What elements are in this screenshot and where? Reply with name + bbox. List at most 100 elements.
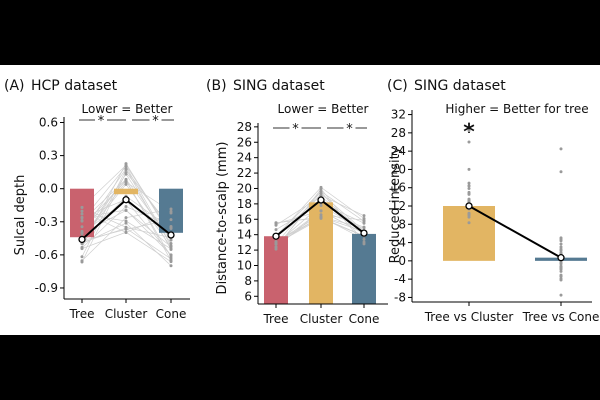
panel-a-label: (A) [4,78,25,94]
y-tick-label: -4 [394,272,406,286]
mean-marker [167,231,175,239]
y-tick-label: -0.9 [35,281,58,295]
panel-c-label: (C) [387,78,408,94]
y-tick-label: 22 [237,166,252,180]
bar-cluster [114,188,138,195]
data-point [319,192,323,196]
data-point [80,232,84,236]
y-tick-label: 0.0 [39,182,58,196]
panel-a-dots [80,162,173,268]
x-tick-label: Cone [156,307,187,321]
data-point [559,273,563,277]
data-point [467,181,471,185]
chart-svg: (A) HCP dataset Sulcal depth Lower = Bet… [4,78,599,326]
data-point [80,212,84,216]
mean-marker [465,202,473,210]
data-point [169,259,173,263]
data-point [80,206,84,210]
panel-c-mean-line [465,202,565,262]
data-point [80,209,84,213]
panel-a-mean-line [78,196,175,244]
data-point [169,207,173,211]
y-tick-label: 10 [237,258,252,272]
data-point [559,266,563,270]
data-point [559,170,563,174]
y-tick-label: 16 [391,181,406,195]
panel-a-annotation: Lower = Better [82,102,173,116]
data-point [274,228,278,232]
data-point [467,129,471,133]
y-tick-label: 0.3 [39,149,58,163]
y-tick-label: -0.6 [35,248,58,262]
data-point [124,164,128,168]
panel-b: (B) SING dataset Distance-to-scalp (mm) … [206,78,388,326]
panel-c-annotation: Higher = Better for tree [445,102,588,116]
data-point [559,278,563,282]
panel-b-significance: * * [273,122,367,137]
data-point [169,264,173,268]
y-tick-label: 28 [391,126,406,140]
data-point [80,246,84,250]
y-tick-label: 26 [237,135,252,149]
data-point [80,259,84,263]
data-point [559,293,563,297]
panel-a-axes: 0.6 0.3 0.0 -0.3 -0.6 -0.9 Tree Cluster Cone [35,116,190,321]
y-tick-label: 32 [391,108,406,122]
data-point [559,247,563,251]
panel-a-significance: * * [79,114,174,129]
significance-star: * [463,120,475,145]
panel-b-annotation: Lower = Better [278,102,369,116]
data-point [559,236,563,240]
data-point [169,218,173,222]
data-point [124,221,128,225]
panel-b-mean-line [272,196,368,240]
y-tick-label: 12 [391,199,406,213]
data-point [124,216,128,220]
data-point [124,208,128,212]
panel-b-title: SING dataset [233,78,325,94]
y-tick-label: 28 [237,120,252,134]
data-point [169,247,173,251]
data-point [169,224,173,228]
significance-star: * [292,122,299,137]
y-tick-label: 8 [244,274,252,288]
y-tick-label: 6 [244,289,252,303]
data-point [80,225,84,229]
data-point [80,242,84,246]
data-point [80,216,84,220]
data-point [467,221,471,225]
data-point [169,209,173,213]
data-point [559,147,563,151]
data-point [319,185,323,189]
y-tick-label: 0.6 [39,116,58,130]
data-point [467,198,471,202]
panel-c: (C) SING dataset Reduced intensity Highe… [387,78,599,324]
mean-marker [122,196,130,204]
mean-marker [272,232,280,240]
y-tick-label: 16 [237,212,252,226]
mean-marker [317,196,325,204]
data-point [124,162,128,166]
data-point [467,190,471,194]
data-point [274,245,278,249]
data-point [362,214,366,218]
data-point [467,211,471,215]
significance-star: * [152,114,159,129]
data-point [124,170,128,174]
mean-marker [360,229,368,237]
data-point [124,230,128,234]
data-point [319,213,323,217]
y-tick-label: 24 [391,144,406,158]
data-point [467,184,471,188]
panel-a-ylabel: Sulcal depth [13,175,28,256]
data-point [124,226,128,230]
x-tick-label: Tree vs Cone [522,310,600,324]
panel-a-title: HCP dataset [31,78,118,94]
significance-star: * [98,114,105,129]
x-tick-label: Cluster [105,307,148,321]
panel-a: (A) HCP dataset Sulcal depth Lower = Bet… [4,78,190,321]
data-point [124,167,128,171]
panel-b-ylabel: Distance-to-scalp (mm) [215,142,230,295]
mean-marker [78,235,86,244]
data-point [124,205,128,209]
